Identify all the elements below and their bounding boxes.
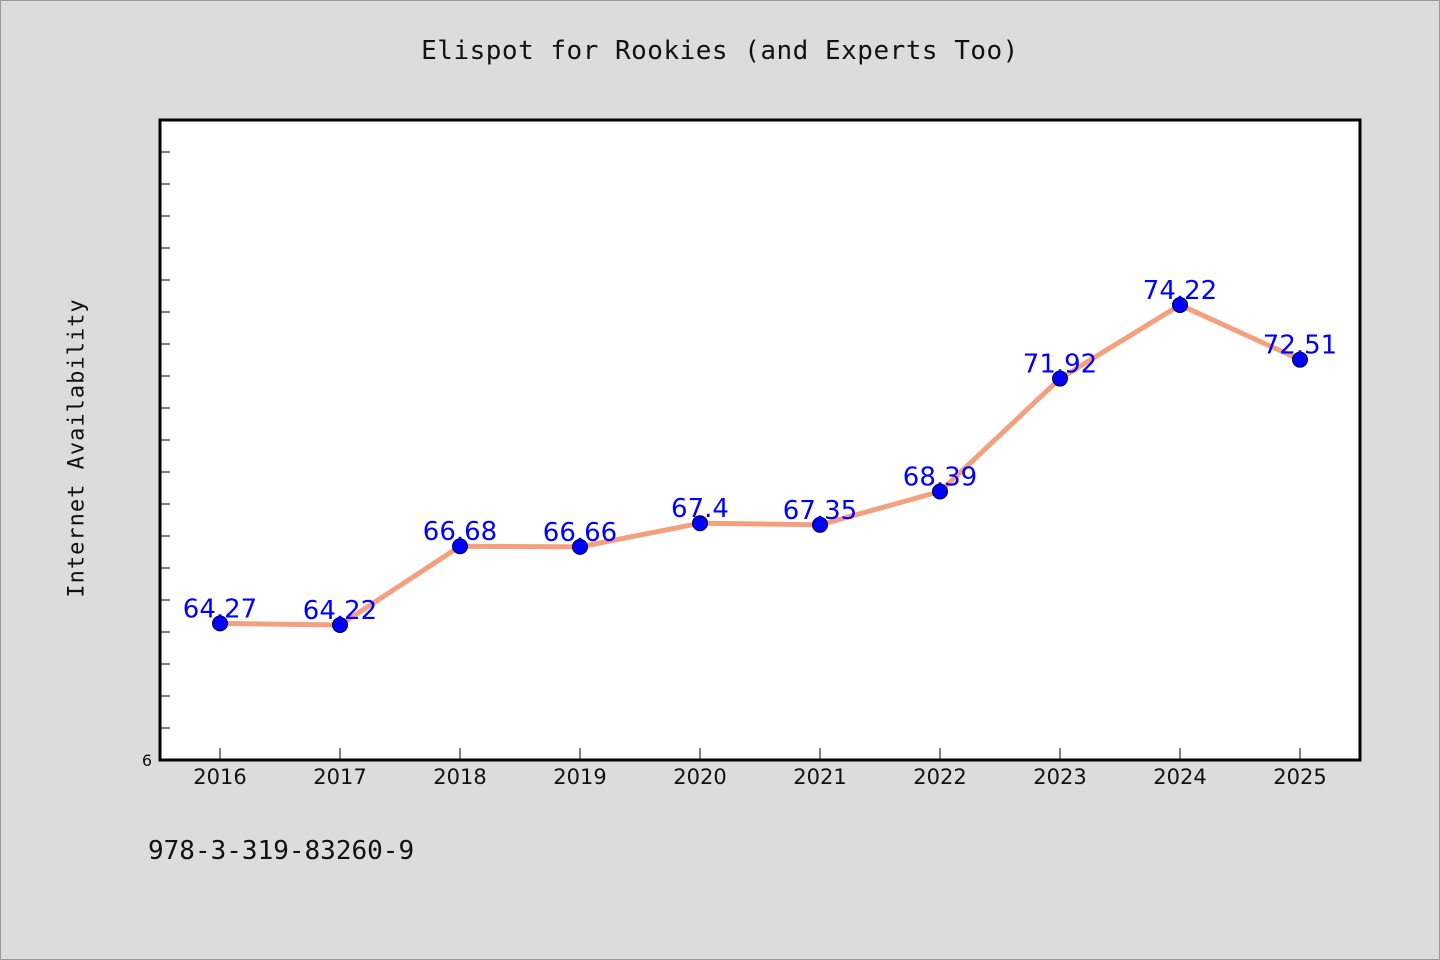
x-axis-ticks: 2016 2017 2018 2019 2020 2021 2022 2023 2024 2025 [193,748,1327,789]
data-point-2017 [332,616,348,633]
data-label-2018: 66.68 [423,517,497,547]
data-point-2025 [1292,351,1308,368]
data-label-2024: 74.22 [1143,276,1217,306]
y-tick-label: 6 [142,751,152,770]
data-label-2019: 66.66 [543,518,617,548]
y-axis-ticks: 6 [142,151,170,770]
x-tick-label: 2022 [913,765,966,789]
x-tick-label: 2019 [553,765,606,789]
data-point-2021 [812,516,828,533]
x-tick-label: 2018 [433,765,486,789]
chart-title: Elispot for Rookies (and Experts Too) [421,36,1019,66]
data-label-2020: 67.4 [671,494,729,524]
data-point-2018 [452,538,468,555]
data-point-2016 [212,615,228,632]
data-point-2020 [692,515,708,532]
isbn-code: 978-3-319-83260-9 [148,836,415,866]
data-label-2023: 71.92 [1023,350,1097,380]
x-tick-label: 2023 [1033,765,1086,789]
x-tick-label: 2021 [793,765,846,789]
x-tick-label: 2025 [1273,765,1326,789]
plot-area [158,118,1362,762]
x-tick-label: 2017 [313,765,366,789]
data-point-2023 [1052,370,1068,387]
data-point-2024 [1172,296,1188,313]
data-label-group: 64.27 64.22 66.68 66.66 67.4 67.35 68.39 71.92 7… [183,276,1337,626]
series-line [217,302,1303,628]
x-tick-label: 2016 [193,765,246,789]
data-point-2019 [572,538,588,555]
data-label-2025: 72.51 [1263,331,1337,361]
series-group [212,296,1308,633]
data-label-2021: 67.35 [783,496,857,526]
data-label-2016: 64.27 [183,594,257,624]
data-point-2022 [932,483,948,500]
data-label-2022: 68.39 [903,463,977,493]
x-tick-label: 2024 [1153,765,1206,789]
x-tick-label: 2020 [673,765,726,789]
data-label-2017: 64.22 [303,596,377,626]
